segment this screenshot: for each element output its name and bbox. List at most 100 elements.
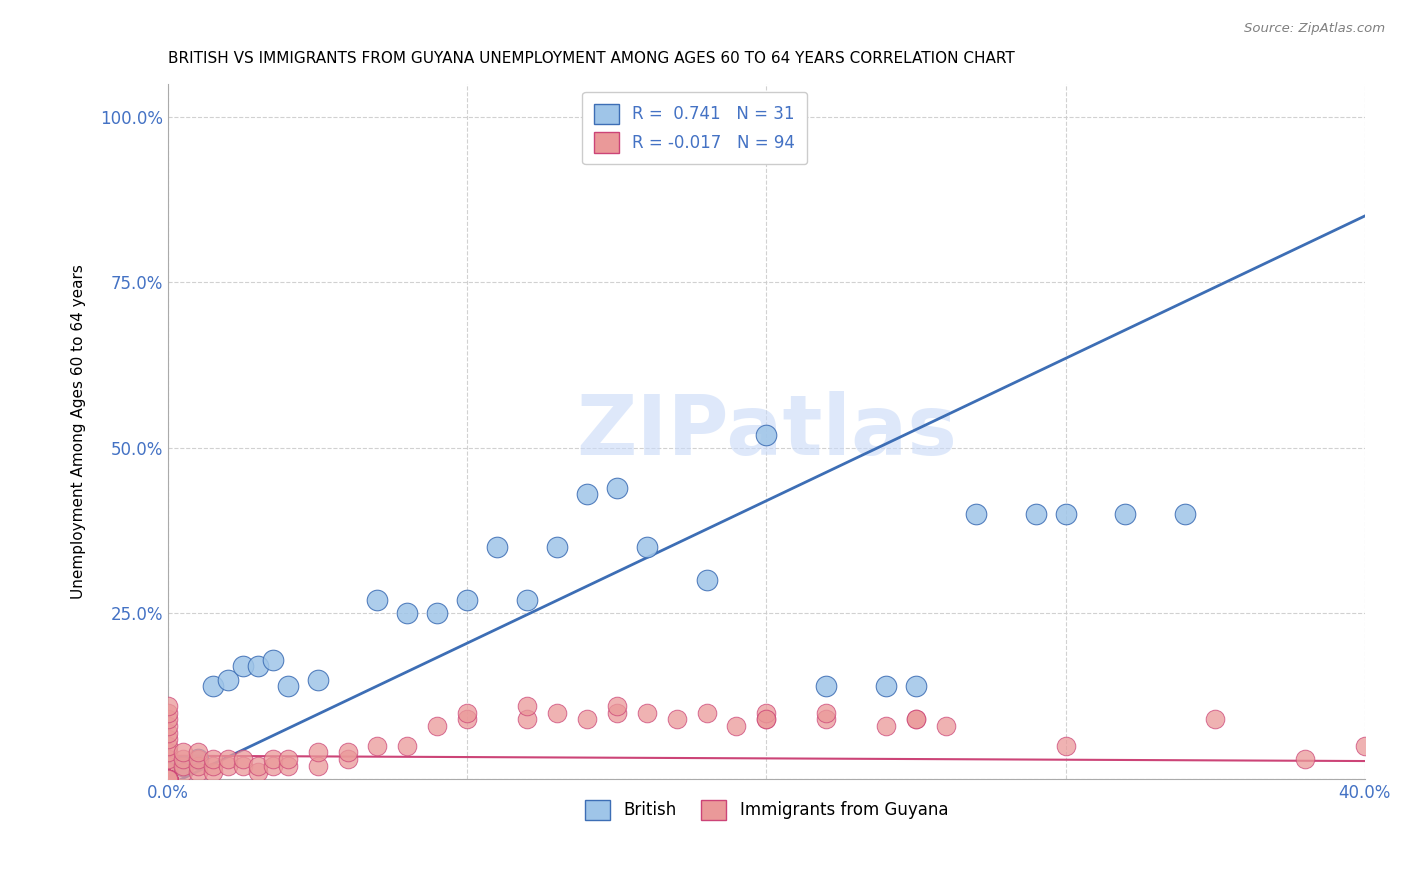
Y-axis label: Unemployment Among Ages 60 to 64 years: Unemployment Among Ages 60 to 64 years [72, 264, 86, 599]
Point [336, 746, 359, 760]
Point [606, 706, 628, 720]
Point [755, 712, 778, 726]
Point [156, 772, 179, 786]
Point [156, 772, 179, 786]
Point [156, 772, 179, 786]
Point [456, 593, 478, 607]
Point [606, 481, 628, 495]
Legend: British, Immigrants from Guyana: British, Immigrants from Guyana [571, 786, 962, 833]
Point [262, 752, 284, 766]
Point [156, 732, 179, 747]
Point [156, 772, 179, 786]
Point [1174, 507, 1197, 521]
Point [156, 752, 179, 766]
Point [156, 772, 179, 786]
Point [426, 607, 449, 621]
Point [201, 752, 224, 766]
Point [516, 593, 538, 607]
Point [246, 659, 269, 673]
Point [172, 758, 194, 772]
Point [156, 772, 179, 786]
Point [366, 593, 388, 607]
Point [201, 765, 224, 780]
Point [246, 758, 269, 772]
Point [262, 653, 284, 667]
Point [755, 712, 778, 726]
Text: BRITISH VS IMMIGRANTS FROM GUYANA UNEMPLOYMENT AMONG AGES 60 TO 64 YEARS CORRELA: BRITISH VS IMMIGRANTS FROM GUYANA UNEMPL… [167, 51, 1015, 66]
Point [187, 746, 209, 760]
Point [815, 706, 838, 720]
Point [1204, 712, 1226, 726]
Point [156, 772, 179, 786]
Point [156, 772, 179, 786]
Point [636, 706, 658, 720]
Point [156, 772, 179, 786]
Point [307, 746, 329, 760]
Point [486, 540, 509, 554]
Point [516, 699, 538, 714]
Point [217, 752, 239, 766]
Point [156, 699, 179, 714]
Point [725, 719, 748, 733]
Point [232, 752, 254, 766]
Point [156, 739, 179, 753]
Point [696, 706, 718, 720]
Point [156, 772, 179, 786]
Point [156, 765, 179, 780]
Point [1054, 507, 1077, 521]
Point [456, 706, 478, 720]
Point [336, 752, 359, 766]
Point [232, 758, 254, 772]
Point [172, 765, 194, 780]
Point [575, 487, 598, 501]
Point [277, 758, 299, 772]
Point [875, 679, 897, 693]
Point [815, 679, 838, 693]
Point [156, 772, 179, 786]
Point [232, 659, 254, 673]
Point [696, 573, 718, 587]
Point [156, 772, 179, 786]
Point [156, 772, 179, 786]
Point [156, 772, 179, 786]
Point [1294, 752, 1316, 766]
Point [172, 746, 194, 760]
Point [262, 758, 284, 772]
Point [217, 758, 239, 772]
Point [172, 758, 194, 772]
Point [156, 772, 179, 786]
Point [156, 772, 179, 786]
Point [156, 772, 179, 786]
Point [156, 765, 179, 780]
Point [277, 752, 299, 766]
Point [156, 725, 179, 739]
Point [904, 712, 927, 726]
Point [156, 772, 179, 786]
Point [201, 679, 224, 693]
Point [396, 739, 419, 753]
Point [606, 699, 628, 714]
Point [187, 765, 209, 780]
Text: ZIPatlas: ZIPatlas [576, 391, 957, 472]
Point [546, 540, 568, 554]
Point [575, 712, 598, 726]
Point [156, 758, 179, 772]
Point [156, 772, 179, 786]
Point [546, 706, 568, 720]
Point [456, 712, 478, 726]
Point [187, 752, 209, 766]
Point [904, 712, 927, 726]
Point [217, 673, 239, 687]
Point [815, 712, 838, 726]
Point [156, 772, 179, 786]
Point [875, 719, 897, 733]
Point [246, 765, 269, 780]
Point [935, 719, 957, 733]
Point [307, 758, 329, 772]
Point [156, 746, 179, 760]
Point [156, 772, 179, 786]
Point [755, 427, 778, 442]
Point [904, 679, 927, 693]
Point [156, 712, 179, 726]
Point [636, 540, 658, 554]
